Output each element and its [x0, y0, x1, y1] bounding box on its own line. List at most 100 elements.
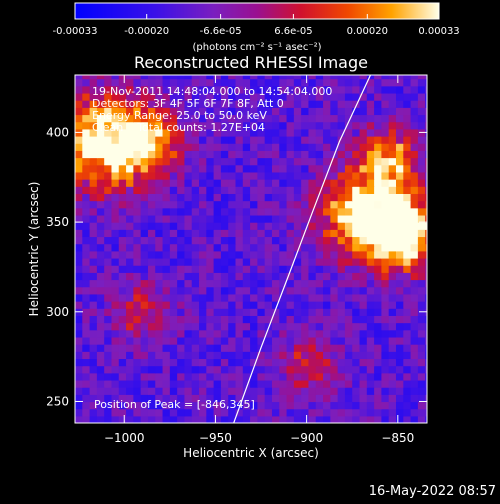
heatmap-cell [425, 164, 427, 173]
heatmap-cell [308, 214, 317, 223]
heatmap-cell [323, 372, 331, 381]
heatmap-cell [191, 351, 200, 360]
heatmap-cell [104, 150, 113, 159]
heatmap-cell [374, 379, 383, 388]
heatmap-cell [140, 186, 149, 194]
heatmap-cell [330, 322, 339, 331]
heatmap-cell [366, 272, 375, 281]
heatmap-cell [366, 78, 375, 87]
heatmap-cell [359, 135, 368, 144]
heatmap-cell [330, 143, 339, 151]
heatmap-cell [162, 164, 171, 173]
heatmap-cell [293, 200, 302, 209]
heatmap-cell [147, 394, 156, 403]
heatmap-cell [133, 301, 142, 309]
heatmap-cell [111, 164, 120, 173]
heatmap-cell [155, 415, 164, 423]
heatmap-cell [315, 387, 324, 395]
heatmap-cell [359, 179, 368, 187]
heatmap-cell [235, 179, 244, 187]
heatmap-cell [118, 344, 127, 352]
heatmap-cell [337, 301, 346, 309]
heatmap-cell [133, 394, 142, 403]
heatmap-cell [111, 186, 120, 194]
heatmap-cell [213, 200, 222, 209]
heatmap-cell [250, 279, 258, 288]
heatmap-cell [96, 179, 105, 187]
heatmap-cell [417, 229, 426, 238]
heatmap-cell [366, 358, 375, 367]
heatmap-cell [271, 92, 280, 101]
heatmap-cell [308, 135, 317, 144]
heatmap-cell [323, 179, 331, 187]
heatmap-cell [155, 75, 164, 80]
heatmap-cell [330, 121, 339, 130]
heatmap-cell [279, 387, 288, 395]
heatmap-cell [301, 293, 310, 302]
heatmap-cell [104, 229, 113, 238]
heatmap-cell [352, 344, 361, 352]
heatmap-cell [352, 121, 361, 130]
heatmap-cell [315, 214, 324, 223]
heatmap-cell [308, 286, 317, 295]
heatmap-cell [82, 415, 91, 423]
heatmap-cell [133, 92, 142, 101]
heatmap-cell [111, 121, 120, 130]
heatmap-cell [264, 107, 273, 116]
heatmap-cell [96, 279, 105, 288]
heatmap-cell [140, 293, 149, 302]
heatmap-cell [388, 358, 397, 367]
heatmap-cell [308, 92, 317, 101]
heatmap-cell [250, 78, 258, 87]
heatmap-cell [264, 121, 273, 130]
heatmap-cell [257, 207, 266, 216]
heatmap-cell [220, 150, 229, 159]
heatmap-cell [279, 315, 288, 324]
heatmap-cell [126, 75, 134, 80]
heatmap-cell [96, 401, 105, 410]
heatmap-cell [235, 128, 244, 137]
heatmap-cell [359, 372, 368, 381]
heatmap-cell [279, 351, 288, 360]
heatmap-cell [359, 257, 368, 266]
y-tick-label: 300 [46, 305, 69, 319]
heatmap-cell [126, 293, 134, 302]
heatmap-cell [118, 351, 127, 360]
heatmap-cell [425, 365, 427, 374]
heatmap-cell [89, 193, 98, 202]
heatmap-cell [337, 365, 346, 374]
heatmap-cell [147, 293, 156, 302]
heatmap-cell [250, 193, 258, 202]
heatmap-cell [111, 214, 120, 223]
heatmap-cell [162, 157, 171, 166]
heatmap-cell [271, 344, 280, 352]
heatmap-cell [410, 75, 419, 80]
heatmap-cell [374, 150, 383, 159]
heatmap-cell [330, 387, 339, 395]
heatmap-cell [155, 408, 164, 417]
heatmap-cell [126, 85, 134, 94]
heatmap-cell [315, 293, 324, 302]
chart-title: Reconstructed RHESSI Image [134, 53, 368, 72]
heatmap-cell [184, 265, 193, 273]
heatmap-cell [104, 279, 113, 288]
heatmap-cell [344, 286, 353, 295]
heatmap-cell [323, 214, 331, 223]
heatmap-cell [395, 401, 404, 410]
heatmap-cell [359, 92, 368, 101]
heatmap-cell [147, 92, 156, 101]
heatmap-cell [140, 128, 149, 137]
heatmap-cell [191, 344, 200, 352]
heatmap-cell [169, 279, 178, 288]
heatmap-cell [374, 394, 383, 403]
heatmap-cell [75, 257, 83, 266]
heatmap-cell [89, 408, 98, 417]
heatmap-cell [352, 394, 361, 403]
heatmap-cell [374, 286, 383, 295]
heatmap-cell [75, 408, 83, 417]
heatmap-cell [111, 272, 120, 281]
heatmap-cell [118, 164, 127, 173]
heatmap-cell [75, 200, 83, 209]
heatmap-cell [155, 272, 164, 281]
heatmap-cell [410, 128, 419, 137]
